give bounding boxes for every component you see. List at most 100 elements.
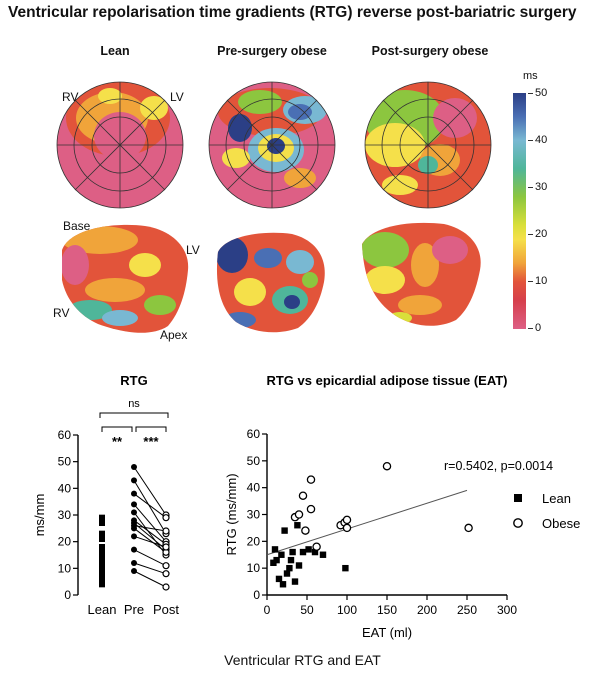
surface-map-lean [62, 224, 189, 333]
label-rv-polar: RV [62, 90, 79, 104]
colorbar-label-0: 0 [535, 322, 542, 334]
colorbar-label-40: 40 [535, 134, 548, 146]
legend-marker-obese [513, 518, 523, 528]
surface-map-post-surgery [362, 222, 481, 326]
eat-trendline [266, 489, 468, 556]
rtg-y-tick-label: 30 [58, 508, 72, 522]
eat-point-lean [299, 548, 307, 556]
eat-y-tick-label: 50 [247, 454, 261, 468]
colorbar-unit: ms [523, 70, 538, 82]
colorbar-tick [528, 187, 533, 188]
sig-lean-post-bracket [99, 412, 169, 418]
heatmap-panel [56, 81, 492, 333]
eat-x-tick-label: 100 [337, 603, 357, 617]
rtg-post-point [162, 527, 170, 535]
eat-point-lean [319, 551, 327, 558]
figure-caption: Ventricular RTG and EAT [224, 652, 381, 668]
rtg-lean-point [99, 514, 105, 521]
rtg-y-tick-label: 50 [58, 455, 72, 469]
rtg-pair-line [133, 480, 167, 534]
legend-marker-lean [514, 494, 522, 502]
eat-point-obese [294, 510, 304, 519]
eat-point-lean [281, 527, 288, 534]
rtg-y-tick-label: 10 [58, 561, 72, 575]
eat-point-lean [289, 548, 296, 556]
eat-point-lean [278, 551, 285, 558]
eat-point-obese [306, 504, 316, 514]
eat-point-lean [283, 570, 291, 577]
rtg-chart-title: RTG [120, 373, 147, 388]
sig-lean-pre-label: ** [112, 434, 123, 449]
sig-lean-pre-bracket [101, 426, 133, 432]
rtg-post-point [162, 570, 170, 578]
eat-point-lean [275, 575, 283, 583]
rtg-lean-point [99, 520, 105, 526]
rtg-post-point [162, 562, 170, 570]
sig-lean-post-label: ns [128, 398, 140, 410]
colorbar-tick [528, 93, 533, 94]
label-rv-surface: RV [53, 306, 70, 320]
colorbar-label-30: 30 [535, 181, 548, 193]
eat-correlation-annotation: r=0.5402, p=0.0014 [444, 459, 553, 473]
colorbar-label-10: 10 [535, 275, 548, 287]
rtg-pre-point [131, 490, 137, 497]
polar-map-lean [56, 81, 184, 209]
label-lv-polar: LV [170, 90, 184, 104]
eat-x-tick-label: 50 [300, 603, 314, 617]
eat-point-obese [312, 542, 321, 551]
eat-y-tick-label: 10 [247, 561, 261, 575]
rtg-pre-point [131, 501, 137, 508]
eat-x-tick-label: 200 [417, 603, 437, 617]
eat-y-tick-label: 0 [253, 588, 260, 602]
eat-x-tick-label: 150 [377, 603, 397, 617]
eat-point-obese [298, 491, 308, 500]
eat-y-tick-label: 40 [247, 481, 261, 495]
rtg-pre-point [131, 464, 137, 470]
eat-point-lean [286, 564, 293, 572]
eat-chart-title: RTG vs epicardial adipose tissue (EAT) [266, 373, 507, 388]
rtg-pair-line [133, 525, 167, 532]
eat-point-lean [342, 564, 349, 572]
figure-title: Ventricular repolarisation time gradient… [8, 4, 577, 21]
eat-point-obese [464, 523, 473, 533]
column-title-pre-surgery: Pre-surgery obese [217, 44, 327, 58]
column-title-post-surgery: Post-surgery obese [371, 44, 489, 58]
rtg-pre-point [131, 568, 137, 574]
rtg-pair-line [133, 519, 167, 545]
eat-point-lean [305, 546, 312, 553]
rtg-pre-point [131, 560, 137, 566]
rtg-y-axis-label: ms/mm [32, 494, 47, 537]
column-title-lean: Lean [100, 44, 130, 58]
colorbar-tick [528, 328, 533, 329]
eat-point-lean [295, 562, 303, 569]
rtg-x-category-label: Lean [88, 602, 117, 617]
label-lv-surface: LV [186, 243, 200, 257]
eat-point-lean [273, 556, 280, 564]
eat-y-axis-label: RTG (ms/mm) [224, 473, 239, 555]
polar-map-post-surgery [364, 81, 492, 209]
rtg-lean-point [99, 530, 105, 537]
rtg-lean-point [99, 581, 105, 588]
eat-point-obese [301, 526, 310, 535]
sig-pre-post-label: *** [143, 434, 159, 449]
rtg-y-tick-label: 60 [58, 428, 72, 442]
rtg-pre-point [131, 509, 137, 516]
rtg-pre-point [131, 525, 137, 532]
eat-point-lean [291, 578, 299, 585]
rtg-pair-line [133, 570, 167, 588]
rtg-lean-point [99, 544, 105, 550]
eat-point-obese [342, 523, 352, 533]
eat-point-lean [287, 556, 295, 564]
sig-pre-post-bracket [135, 426, 167, 432]
legend-label-lean: Lean [542, 491, 571, 506]
rtg-pair-line [133, 549, 167, 567]
rtg-vs-eat-chart: RTG vs epicardial adipose tissue (EAT) 0 1… [224, 373, 580, 640]
rtg-pair-line [133, 535, 167, 548]
eat-point-lean [294, 522, 301, 529]
eat-point-lean [279, 581, 287, 588]
rtg-lean-point [99, 536, 105, 542]
rtg-pair-line [133, 493, 167, 519]
rtg-pair-line [133, 504, 167, 542]
eat-point-obese [382, 461, 392, 471]
eat-point-lean [271, 546, 279, 553]
